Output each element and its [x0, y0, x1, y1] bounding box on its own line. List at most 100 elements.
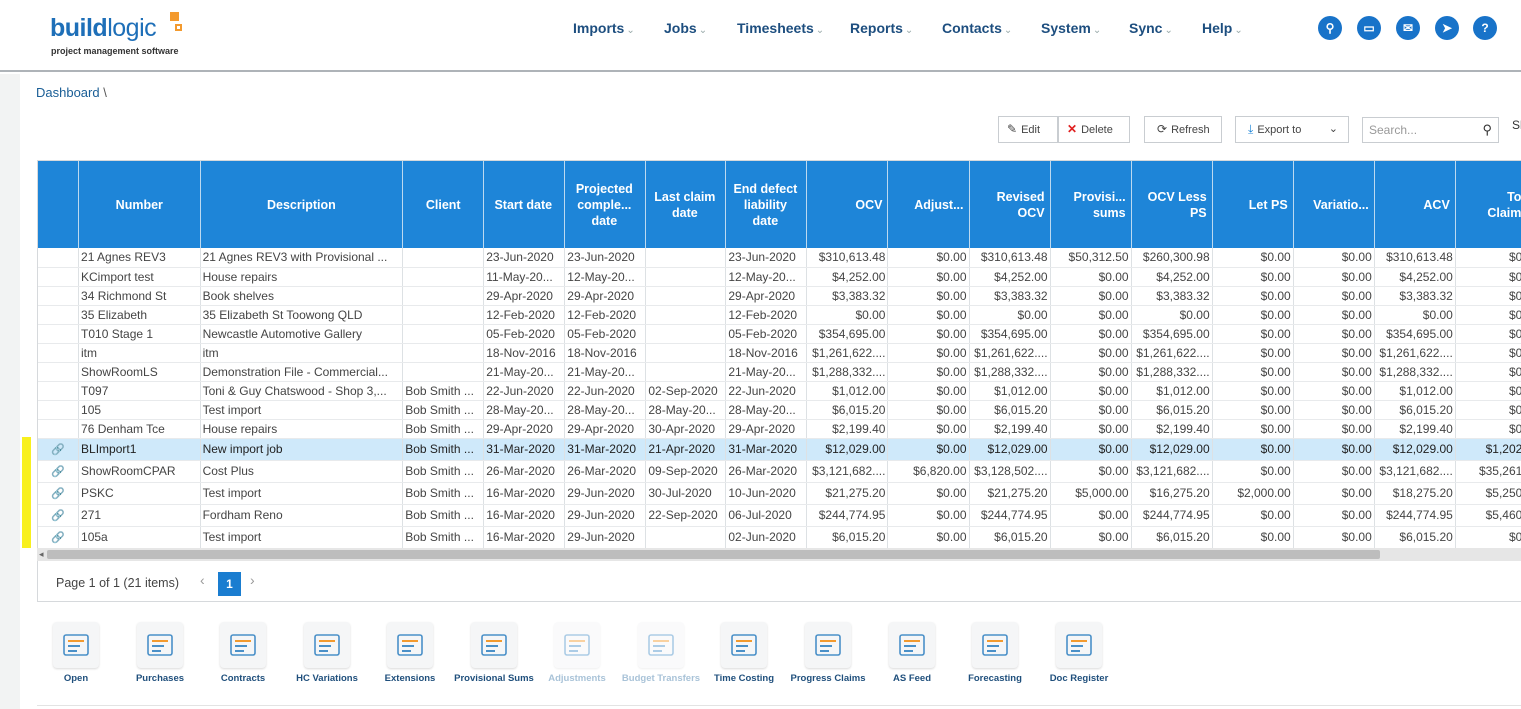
- nav-help[interactable]: Help ⌄: [1202, 20, 1243, 40]
- column-header[interactable]: [38, 161, 80, 248]
- tool-provisional-sums[interactable]: Provisional Sums: [454, 622, 534, 692]
- column-header[interactable]: Description: [200, 161, 404, 248]
- row-link-cell[interactable]: [38, 381, 80, 401]
- row-link-cell[interactable]: [38, 267, 80, 287]
- nav-sync[interactable]: Sync ⌄: [1129, 20, 1173, 40]
- column-header[interactable]: Number: [78, 161, 201, 248]
- delete-button[interactable]: ✕ Delete: [1058, 116, 1130, 143]
- pager-prev-icon[interactable]: ‹: [200, 572, 205, 588]
- table-row[interactable]: 🔗 105a Test import Bob Smith ... 16-Mar-2020…: [38, 526, 1521, 549]
- send-icon[interactable]: ➤: [1435, 16, 1459, 40]
- export-dropdown[interactable]: ⤓ Export to ⌄: [1235, 116, 1349, 143]
- table-cell: $0.00: [1374, 305, 1456, 325]
- row-link-cell[interactable]: [38, 400, 80, 420]
- tool-contracts[interactable]: Contracts: [203, 622, 283, 692]
- table-row[interactable]: 🔗 BLImport1 New import job Bob Smith ... 31-…: [38, 438, 1521, 461]
- column-header[interactable]: Let PS: [1212, 161, 1294, 248]
- nav-jobs[interactable]: Jobs ⌄: [664, 20, 707, 40]
- row-link-cell[interactable]: [38, 286, 80, 306]
- mail-icon[interactable]: ✉: [1396, 16, 1420, 40]
- table-row[interactable]: T010 Stage 1 Newcastle Automotive Gallery…: [38, 324, 1521, 344]
- table-cell: itm: [78, 343, 201, 363]
- column-header[interactable]: Projected comple... date: [564, 161, 647, 248]
- table-row[interactable]: 21 Agnes REV3 21 Agnes REV3 with Provisio…: [38, 248, 1521, 268]
- tool-extensions[interactable]: Extensions: [370, 622, 450, 692]
- horizontal-scrollbar[interactable]: ◂: [37, 548, 1521, 561]
- nav-timesheets[interactable]: Timesheets ⌄: [737, 20, 824, 40]
- table-cell: $1,012.00: [969, 381, 1051, 401]
- table-row[interactable]: 105 Test import Bob Smith ... 28-May-20... 2…: [38, 400, 1521, 420]
- column-header[interactable]: Revised OCV: [969, 161, 1051, 248]
- table-row[interactable]: 76 Denham Tce House repairs Bob Smith ... 2…: [38, 419, 1521, 439]
- column-header[interactable]: End defect liability date: [725, 161, 808, 248]
- column-header[interactable]: Client: [402, 161, 485, 248]
- breadcrumb-dashboard-link[interactable]: Dashboard: [36, 85, 100, 100]
- table-cell: $0.00: [1455, 419, 1521, 439]
- table-row[interactable]: 34 Richmond St Book shelves 29-Apr-2020 29-…: [38, 286, 1521, 306]
- table-cell: $3,383.32: [806, 286, 889, 306]
- row-link-cell[interactable]: 🔗: [38, 482, 80, 505]
- column-header[interactable]: OCV Less PS: [1131, 161, 1213, 248]
- row-link-cell[interactable]: [38, 343, 80, 363]
- scrollbar-thumb[interactable]: [47, 550, 1380, 559]
- row-link-cell[interactable]: [38, 362, 80, 382]
- link-icon[interactable]: 🔗: [51, 466, 65, 478]
- tool-hc-variations[interactable]: HC Variations: [287, 622, 367, 692]
- tool-open[interactable]: Open: [36, 622, 116, 692]
- row-link-cell[interactable]: [38, 419, 80, 439]
- table-row[interactable]: T097 Toni & Guy Chatswood - Shop 3,... Bob…: [38, 381, 1521, 401]
- scroll-left-icon[interactable]: ◂: [39, 549, 44, 559]
- row-link-cell[interactable]: 🔗: [38, 504, 80, 527]
- link-icon[interactable]: 🔗: [51, 532, 65, 544]
- search-icon[interactable]: ⚲: [1318, 16, 1342, 40]
- table-row[interactable]: 🔗 271 Fordham Reno Bob Smith ... 16-Mar-2020…: [38, 504, 1521, 527]
- row-link-cell[interactable]: [38, 305, 80, 325]
- row-link-cell[interactable]: 🔗: [38, 460, 80, 483]
- help-icon[interactable]: ?: [1473, 16, 1497, 40]
- tool-forecasting[interactable]: Forecasting: [955, 622, 1035, 692]
- link-icon[interactable]: 🔗: [51, 510, 65, 522]
- column-header[interactable]: Variatio...: [1293, 161, 1375, 248]
- tool-doc-register[interactable]: Doc Register: [1039, 622, 1119, 692]
- nav-reports[interactable]: Reports ⌄: [850, 20, 913, 40]
- table-row[interactable]: 35 Elizabeth 35 Elizabeth St Toowong QLD 1…: [38, 305, 1521, 325]
- column-header[interactable]: Adjust...: [887, 161, 970, 248]
- toolbar-overflow-label[interactable]: Sh: [1512, 118, 1521, 132]
- nav-imports[interactable]: Imports ⌄: [573, 20, 635, 40]
- tool-progress-claims[interactable]: Progress Claims: [788, 622, 868, 692]
- column-header[interactable]: Last claim date: [645, 161, 727, 248]
- nav-contacts[interactable]: Contacts ⌄: [942, 20, 1012, 40]
- table-cell: $0.00: [1050, 381, 1132, 401]
- app-logo[interactable]: buildlogic project management software: [50, 12, 190, 62]
- column-header[interactable]: OCV: [806, 161, 889, 248]
- row-link-cell[interactable]: [38, 324, 80, 344]
- tool-adjustments[interactable]: Adjustments: [537, 622, 617, 692]
- search-icon[interactable]: ⚲: [1482, 122, 1492, 137]
- table-row[interactable]: 🔗 ShowRoomCPAR Cost Plus Bob Smith ... 26-Ma…: [38, 460, 1521, 483]
- table-row[interactable]: itm itm 18-Nov-2016 18-Nov-2016 18-Nov-2016 $…: [38, 343, 1521, 363]
- column-header[interactable]: ACV: [1374, 161, 1456, 248]
- pager-page-1[interactable]: 1: [218, 572, 241, 596]
- column-header[interactable]: Start date: [483, 161, 566, 248]
- link-icon[interactable]: 🔗: [51, 444, 65, 456]
- table-row[interactable]: KCimport test House repairs 11-May-20... 12…: [38, 267, 1521, 287]
- table-row[interactable]: 🔗 PSKC Test import Bob Smith ... 16-Mar-2020…: [38, 482, 1521, 505]
- column-header[interactable]: Total Claimed: [1455, 161, 1521, 248]
- link-icon[interactable]: 🔗: [51, 488, 65, 500]
- edit-button[interactable]: ✎ Edit: [998, 116, 1058, 143]
- tool-budget-transfers[interactable]: Budget Transfers: [621, 622, 701, 692]
- tool-as-feed[interactable]: AS Feed: [872, 622, 952, 692]
- folder-icon[interactable]: ▭: [1357, 16, 1381, 40]
- tool-purchases[interactable]: Purchases: [120, 622, 200, 692]
- tool-time-costing[interactable]: Time Costing: [704, 622, 784, 692]
- search-input[interactable]: Search... ⚲: [1362, 117, 1499, 143]
- table-row[interactable]: ShowRoomLS Demonstration File - Commercia…: [38, 362, 1521, 382]
- refresh-button[interactable]: ⟳ Refresh: [1144, 116, 1222, 143]
- row-link-cell[interactable]: [38, 248, 80, 268]
- row-link-cell[interactable]: 🔗: [38, 438, 80, 461]
- table-cell: $0.00: [1050, 419, 1132, 439]
- pager-next-icon[interactable]: ›: [250, 572, 255, 588]
- row-link-cell[interactable]: 🔗: [38, 526, 80, 549]
- column-header[interactable]: Provisi... sums: [1050, 161, 1132, 248]
- nav-system[interactable]: System ⌄: [1041, 20, 1101, 40]
